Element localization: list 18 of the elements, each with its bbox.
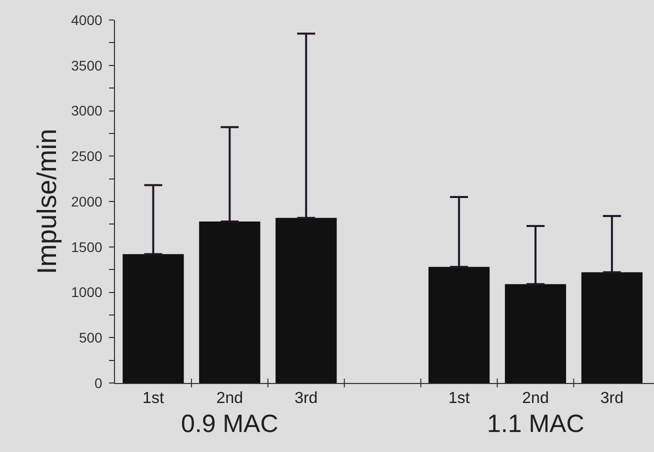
x-tick-label: 3rd [294,390,318,408]
y-tick-label: 500 [78,330,106,346]
text: 0.9 MAC [181,410,278,438]
text: 1.1 MAC [487,410,584,438]
x-tick-label: 2nd [522,390,549,408]
x-tick-label: 1st [142,390,164,408]
y-tick-label: 4000 [71,12,106,28]
y-tick-label: 1000 [71,284,106,300]
x-tick-label: 2nd [216,390,244,408]
y-tick-label: 1500 [71,238,106,255]
y-axis-title: Impulse/min [32,128,62,274]
y-tick-label: 3500 [71,57,106,74]
y-tick-label: 2500 [71,148,106,164]
x-tick-label: 3rd [600,390,624,408]
y-tick-label: 3000 [71,102,106,119]
y-tick-label: 2000 [71,193,106,210]
y-tick-label: 0 [94,374,106,391]
x-tick-label: 1st [448,390,470,408]
